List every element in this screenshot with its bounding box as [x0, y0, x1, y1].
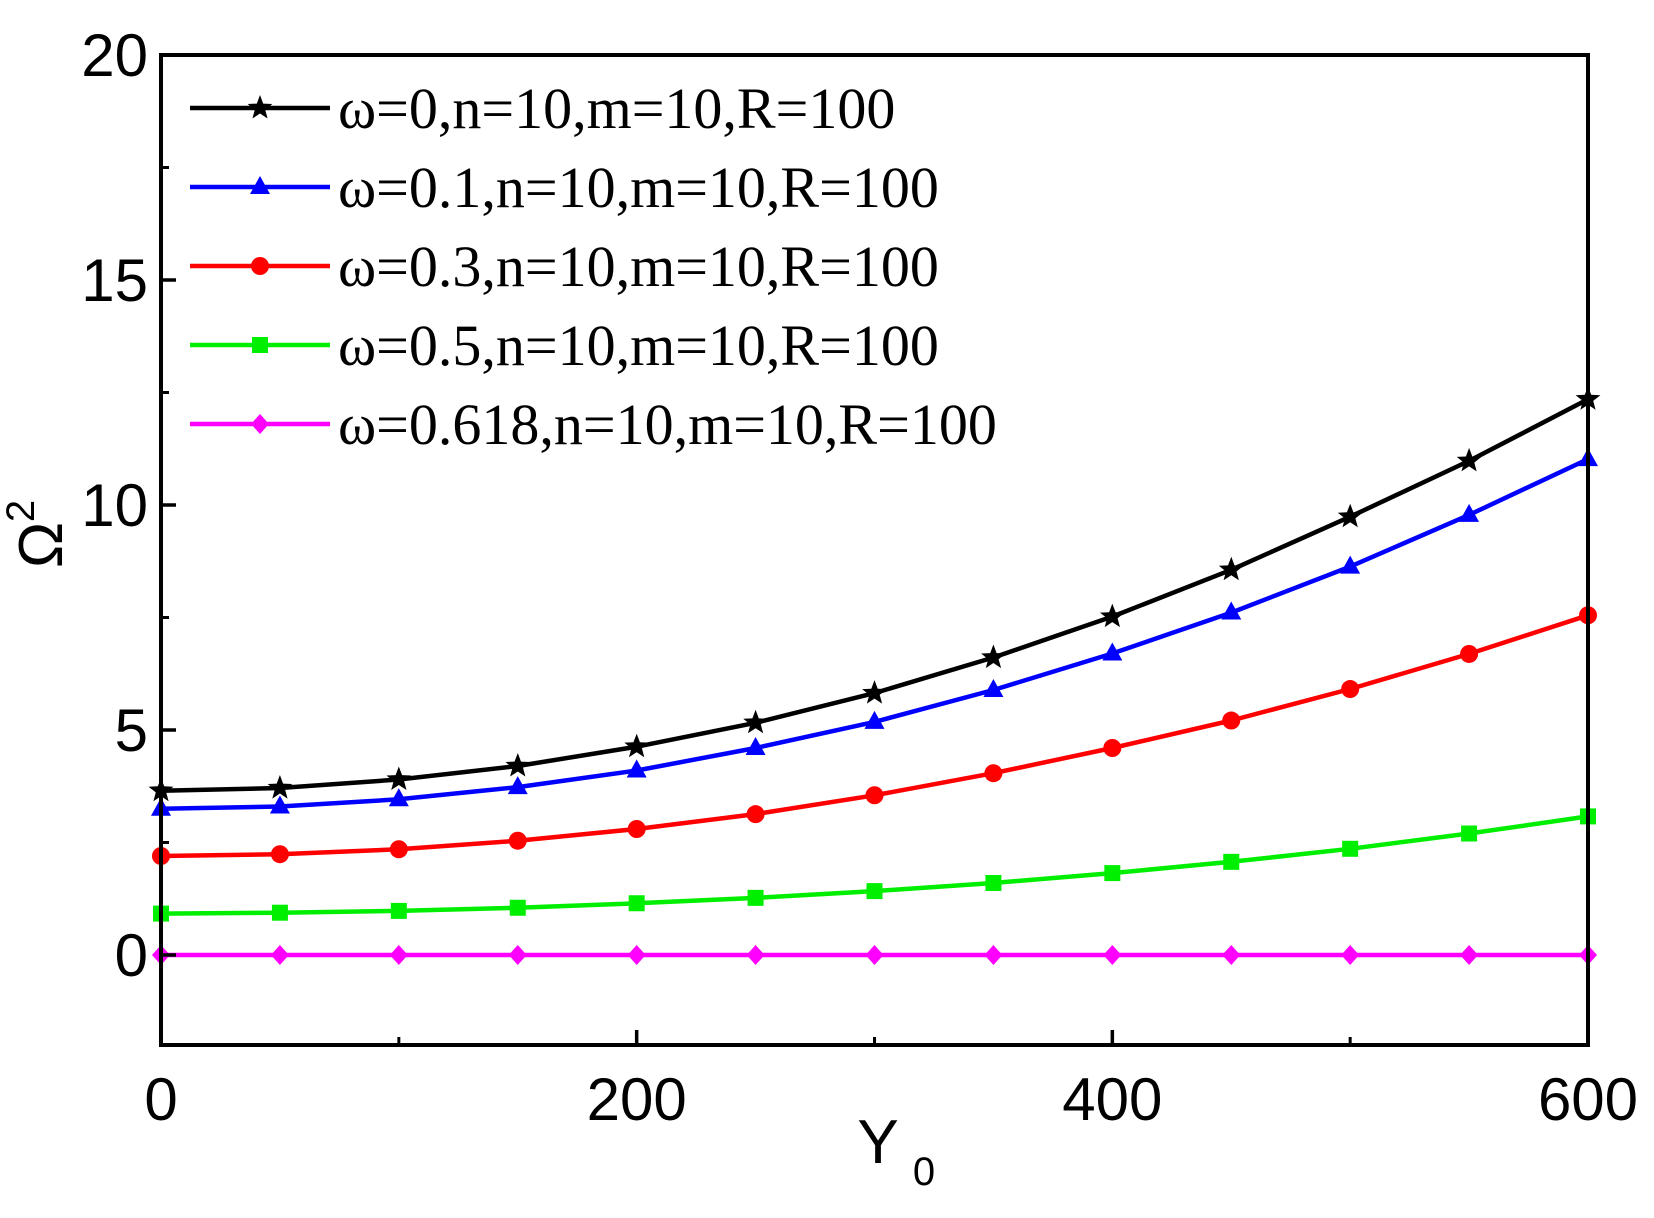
y-tick-label: 5 [115, 697, 148, 764]
data-point [389, 840, 408, 859]
data-point [1103, 945, 1122, 965]
y-tick-label: 10 [81, 472, 148, 539]
data-point [1100, 603, 1125, 628]
data-point [1104, 865, 1121, 882]
data-point [627, 820, 646, 838]
data-point [626, 759, 647, 778]
y-tick-label: 0 [115, 922, 148, 989]
data-point [1102, 642, 1123, 661]
legend-marker-4 [251, 414, 269, 434]
data-point [269, 795, 290, 814]
legend-label-4: ω=0.618,n=10,m=10,R=100 [338, 392, 997, 457]
series-line-2 [160, 613, 1589, 859]
legend-item-2: ω=0.3,n=10,m=10,R=100 [190, 234, 939, 299]
data-point [1342, 840, 1359, 857]
series-4 [152, 945, 1597, 965]
data-point [386, 766, 412, 790]
legend-item-3: ω=0.5,n=10,m=10,R=100 [190, 313, 939, 378]
data-point [390, 902, 407, 919]
legend-label-0: ω=0,n=10,m=10,R=100 [338, 76, 895, 141]
y-axis-title: Ω2 [0, 500, 76, 568]
data-point [985, 875, 1002, 891]
data-point [267, 775, 293, 799]
data-point [746, 805, 765, 824]
data-point [627, 945, 646, 965]
legend-marker-1 [250, 176, 270, 194]
data-point [747, 889, 764, 906]
data-point [1218, 556, 1244, 581]
legend-label-2: ω=0.3,n=10,m=10,R=100 [338, 234, 939, 299]
data-point [624, 733, 649, 758]
data-point [865, 786, 884, 805]
data-point [862, 680, 887, 704]
data-point [509, 899, 526, 916]
data-point [1103, 739, 1122, 757]
data-point [1456, 447, 1482, 472]
data-point [270, 845, 289, 864]
data-point [981, 644, 1006, 669]
series-layer [148, 386, 1601, 965]
data-point [270, 945, 289, 965]
x-tick-label: 200 [587, 1066, 687, 1133]
legend-marker-2 [251, 257, 269, 275]
x-axis-title-main: Y [857, 1108, 898, 1177]
data-point [1459, 503, 1480, 522]
data-point [628, 895, 645, 912]
x-tick-label: 0 [144, 1066, 177, 1133]
legend: ω=0,n=10,m=10,R=100 ω=0.1,n=10,m=10,R=100… [190, 76, 997, 457]
legend-label-3: ω=0.5,n=10,m=10,R=100 [338, 313, 939, 378]
y-axis-title-main: Ω [7, 522, 76, 568]
x-tick-label: 400 [1062, 1066, 1162, 1133]
legend-marker-3 [252, 337, 268, 353]
legend-item-4: ω=0.618,n=10,m=10,R=100 [190, 392, 997, 457]
x-axis-title-sub: 0 [913, 1150, 935, 1194]
data-point [1222, 945, 1241, 965]
data-point [1223, 853, 1240, 870]
series-3 [153, 808, 1596, 922]
y-tick-label: 15 [81, 247, 148, 314]
data-point [1337, 503, 1363, 528]
data-point [864, 710, 885, 729]
data-point [508, 831, 527, 850]
series-1 [151, 448, 1598, 816]
y-axis-title-sup: 2 [0, 500, 43, 522]
series-2 [152, 606, 1597, 865]
data-point [984, 764, 1003, 783]
y-tick-label: 20 [81, 22, 148, 89]
data-point [984, 945, 1003, 965]
legend-item-0: ω=0,n=10,m=10,R=100 [190, 76, 895, 141]
data-point [866, 883, 883, 900]
series-line-1 [160, 457, 1589, 812]
data-point [1340, 555, 1361, 574]
data-point [271, 904, 288, 921]
data-point [1460, 644, 1479, 663]
data-point [1341, 945, 1360, 965]
data-point [507, 776, 528, 795]
data-point [865, 945, 884, 965]
data-point [1461, 825, 1478, 842]
series-line-0 [160, 397, 1590, 794]
data-point [746, 945, 765, 965]
legend-item-1: ω=0.1,n=10,m=10,R=100 [190, 155, 939, 220]
data-point [1221, 601, 1242, 620]
data-point [1460, 945, 1479, 965]
data-point [743, 709, 768, 734]
data-point [1341, 680, 1360, 699]
data-point [1222, 711, 1241, 730]
data-point [508, 945, 527, 965]
data-point [745, 737, 766, 755]
data-point [505, 753, 531, 777]
legend-label-1: ω=0.1,n=10,m=10,R=100 [338, 155, 939, 220]
x-tick-label: 600 [1538, 1066, 1638, 1133]
data-point [983, 678, 1004, 697]
legend-marker-0 [247, 95, 273, 119]
data-point [389, 945, 408, 965]
data-point [388, 788, 409, 807]
